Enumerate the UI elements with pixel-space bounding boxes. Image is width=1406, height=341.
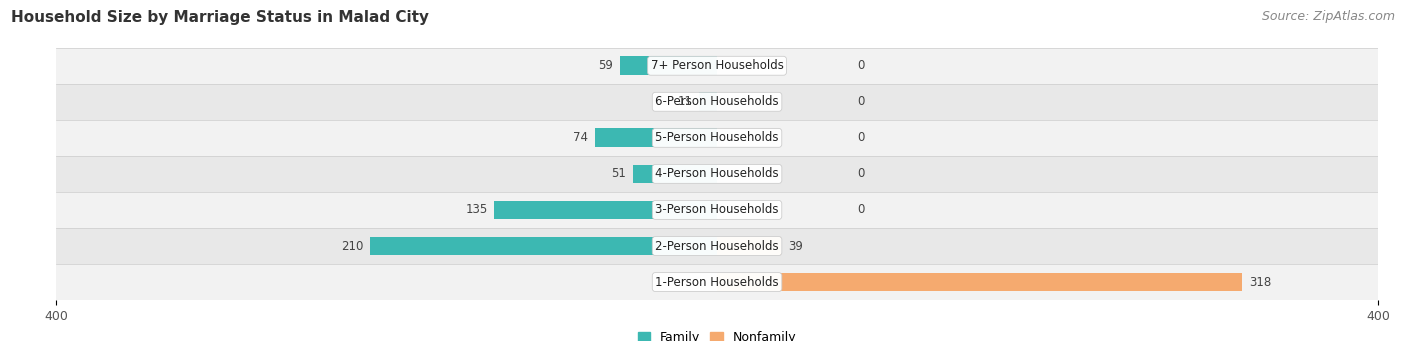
Text: 6-Person Households: 6-Person Households xyxy=(655,95,779,108)
Text: 5-Person Households: 5-Person Households xyxy=(655,131,779,144)
Text: 3-Person Households: 3-Person Households xyxy=(655,204,779,217)
Text: Source: ZipAtlas.com: Source: ZipAtlas.com xyxy=(1261,10,1395,23)
Text: 11: 11 xyxy=(678,95,692,108)
Bar xyxy=(494,201,717,219)
Bar xyxy=(620,56,717,75)
Text: 318: 318 xyxy=(1249,276,1271,288)
Text: 51: 51 xyxy=(612,167,626,180)
Text: 7+ Person Households: 7+ Person Households xyxy=(651,59,783,72)
Bar xyxy=(370,237,717,255)
Text: 2-Person Households: 2-Person Households xyxy=(655,239,779,252)
Text: 0: 0 xyxy=(858,59,865,72)
Text: 59: 59 xyxy=(598,59,613,72)
Legend: Family, Nonfamily: Family, Nonfamily xyxy=(633,326,801,341)
Bar xyxy=(56,192,1378,228)
Bar xyxy=(717,273,1243,292)
Text: 0: 0 xyxy=(858,95,865,108)
Text: Household Size by Marriage Status in Malad City: Household Size by Marriage Status in Mal… xyxy=(11,10,429,25)
Bar xyxy=(699,92,717,111)
Bar xyxy=(595,129,717,147)
Text: 0: 0 xyxy=(858,131,865,144)
Text: 1-Person Households: 1-Person Households xyxy=(655,276,779,288)
Bar xyxy=(56,228,1378,264)
Text: 39: 39 xyxy=(789,239,803,252)
Bar xyxy=(717,237,782,255)
Bar xyxy=(56,48,1378,84)
Bar xyxy=(56,156,1378,192)
Bar xyxy=(56,264,1378,300)
Text: 135: 135 xyxy=(465,204,488,217)
Text: 0: 0 xyxy=(858,167,865,180)
Bar xyxy=(633,165,717,183)
Bar xyxy=(56,120,1378,156)
Text: 4-Person Households: 4-Person Households xyxy=(655,167,779,180)
Text: 210: 210 xyxy=(342,239,364,252)
Bar xyxy=(56,84,1378,120)
Text: 0: 0 xyxy=(858,204,865,217)
Text: 74: 74 xyxy=(574,131,588,144)
